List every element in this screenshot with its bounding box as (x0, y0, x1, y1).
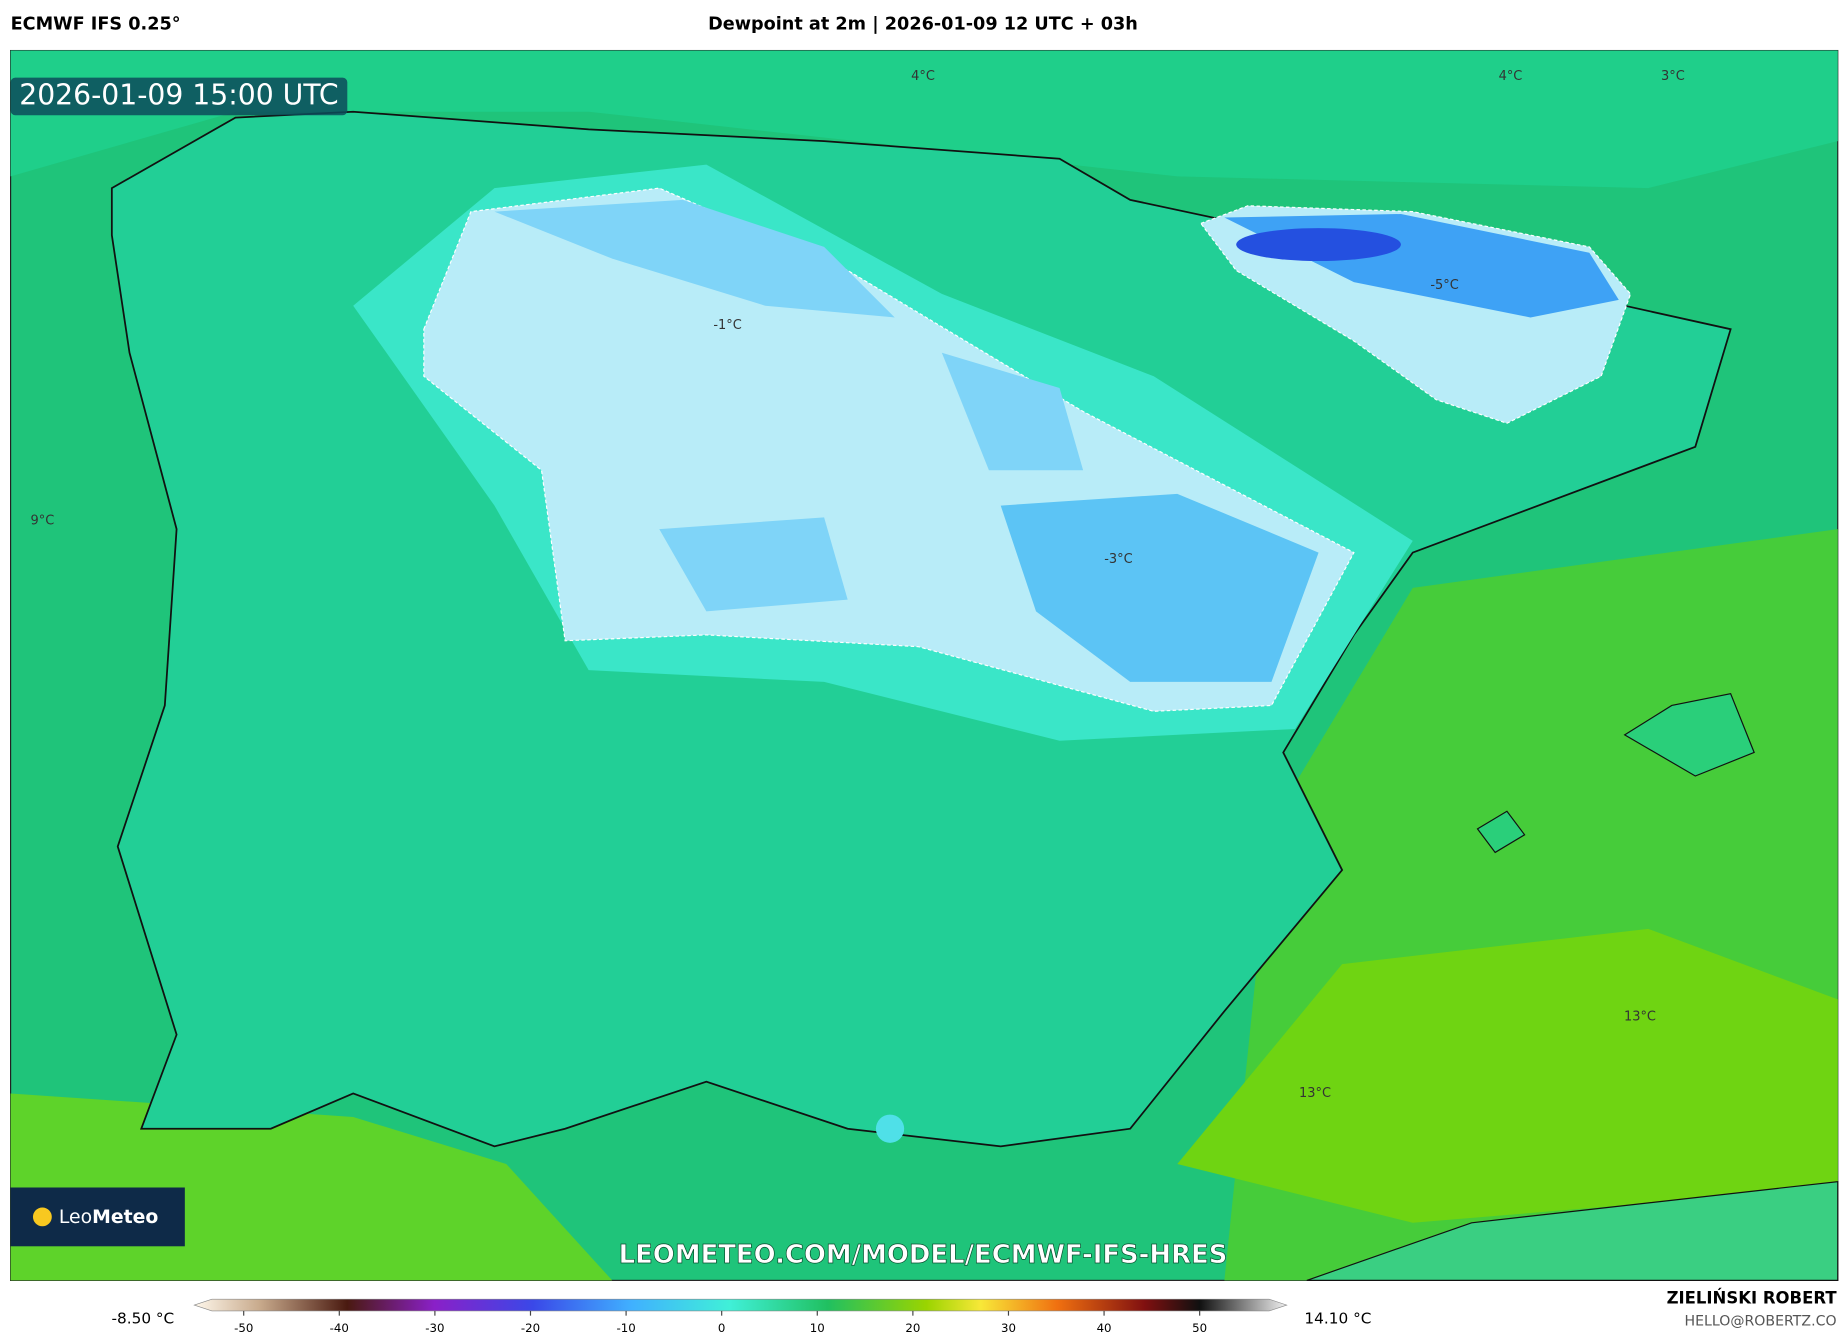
author: ZIELIŃSKI ROBERT (1667, 1289, 1838, 1308)
colorbar: -8.50 °C 14.10 °C -50 -40 -30 -20 -10 0 10 20 30… (111, 1298, 1371, 1335)
contour-label: 13°C (1299, 1086, 1331, 1101)
logo: LeoMeteo (59, 1206, 159, 1227)
contour-label: 4°C (911, 69, 935, 84)
watermark: LEOMETEO.COM/MODEL/ECMWF-IFS-HRES (619, 1240, 1228, 1270)
ibiza (1476, 810, 1526, 854)
logo-light: Leo (59, 1206, 92, 1227)
africa (1306, 1180, 1839, 1281)
colorbar-max: 14.10 °C (1304, 1310, 1371, 1328)
colorbar-bar (193, 1298, 1288, 1312)
valid-time-box (10, 77, 348, 116)
contour-label: -5°C (1430, 278, 1458, 293)
colorbar-tick-label: 20 (905, 1321, 920, 1335)
colorbar-tick-label: 30 (1001, 1321, 1016, 1335)
colorbar-tick-label: 10 (810, 1321, 825, 1335)
logo-bold: Meteo (92, 1206, 158, 1227)
contour-label: 13°C (1624, 1010, 1656, 1025)
email: HELLO@ROBERTZ.CO (1685, 1314, 1837, 1330)
cold-patch (494, 199, 895, 318)
contour-label: 3°C (1661, 69, 1685, 84)
logo-sun (32, 1207, 52, 1227)
colorbar-tick-label: 40 (1097, 1321, 1112, 1335)
colorbar-tick-label: -40 (330, 1321, 349, 1335)
warm-sea (1177, 928, 1838, 1223)
pyrenees-coldest (1236, 228, 1401, 262)
colorbar-tick-label: 50 (1192, 1321, 1207, 1335)
colorbar-min: -8.50 °C (111, 1310, 174, 1328)
map: 2026-01-09 15:00 UTC LeoMeteo LEOMETEO.C… (10, 49, 1839, 1281)
cold-patch (1000, 493, 1319, 682)
colorbar-tick-label: 0 (718, 1321, 725, 1335)
contour-label: 9°C (31, 513, 55, 528)
contour-label: 4°C (1499, 69, 1523, 84)
map-title: Dewpoint at 2m | 2026-01-09 12 UTC + 03h (708, 15, 1138, 35)
cold-patch (941, 352, 1084, 471)
colorbar-tick-label: -30 (425, 1321, 444, 1335)
contour-label: -3°C (1104, 552, 1132, 567)
contour-label: -1°C (713, 318, 741, 333)
mallorca (1623, 693, 1755, 777)
valid-time: 2026-01-09 15:00 UTC (19, 78, 338, 111)
colorbar-tick-label: -20 (521, 1321, 540, 1335)
cold-patch (659, 517, 848, 612)
colorbar-tick-label: -50 (234, 1321, 253, 1335)
model-name: ECMWF IFS 0.25° (11, 15, 181, 35)
colorbar-tick-label: -10 (616, 1321, 635, 1335)
bay-area (10, 50, 1838, 189)
sierra-nevada (875, 1114, 905, 1143)
contour-labels: 4°C 4°C 3°C -1°C -5°C 9°C -3°C 13°C 13°C (31, 69, 1685, 1101)
